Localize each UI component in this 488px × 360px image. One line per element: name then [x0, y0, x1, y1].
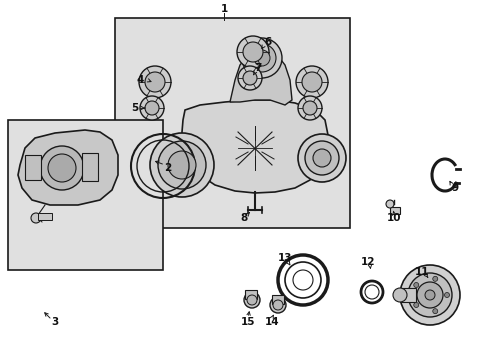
Circle shape — [413, 302, 418, 307]
Polygon shape — [229, 52, 291, 105]
Bar — [38, 213, 52, 220]
Bar — [8, 120, 163, 270]
Circle shape — [253, 50, 269, 66]
Circle shape — [243, 42, 263, 62]
Text: 15: 15 — [240, 317, 255, 327]
Circle shape — [145, 72, 164, 92]
Polygon shape — [18, 130, 118, 205]
Text: 9: 9 — [450, 183, 458, 193]
Circle shape — [413, 283, 418, 288]
Circle shape — [305, 141, 338, 175]
Circle shape — [247, 44, 275, 72]
Circle shape — [272, 300, 283, 310]
Circle shape — [168, 151, 196, 179]
Circle shape — [242, 38, 282, 78]
Circle shape — [139, 66, 171, 98]
Circle shape — [407, 273, 451, 317]
Circle shape — [385, 200, 393, 208]
Circle shape — [424, 290, 434, 300]
Circle shape — [31, 213, 41, 223]
Circle shape — [145, 101, 159, 115]
Circle shape — [140, 96, 163, 120]
Circle shape — [297, 96, 321, 120]
Bar — [389, 207, 399, 214]
Circle shape — [432, 309, 437, 314]
Circle shape — [297, 134, 346, 182]
Text: 2: 2 — [164, 163, 171, 173]
Circle shape — [312, 149, 330, 167]
Text: 13: 13 — [277, 253, 292, 263]
Text: 5: 5 — [131, 103, 138, 113]
Text: 1: 1 — [220, 4, 227, 14]
Circle shape — [432, 276, 437, 281]
Bar — [82, 153, 98, 181]
Bar — [244, 290, 257, 299]
Circle shape — [444, 292, 448, 297]
Circle shape — [295, 66, 327, 98]
Circle shape — [303, 101, 316, 115]
Circle shape — [238, 66, 262, 90]
Polygon shape — [182, 100, 327, 193]
Circle shape — [399, 265, 459, 325]
Text: 4: 4 — [136, 75, 143, 85]
Circle shape — [416, 282, 442, 308]
Circle shape — [243, 71, 257, 85]
Text: 14: 14 — [264, 317, 279, 327]
Circle shape — [40, 146, 84, 190]
Text: 11: 11 — [414, 267, 428, 277]
Circle shape — [302, 72, 321, 92]
Text: 7: 7 — [254, 63, 261, 73]
Bar — [115, 18, 349, 228]
Text: 6: 6 — [264, 37, 271, 47]
Circle shape — [48, 154, 76, 182]
Text: 12: 12 — [360, 257, 374, 267]
Text: 8: 8 — [240, 213, 247, 223]
Bar — [25, 155, 41, 180]
Circle shape — [244, 292, 260, 308]
Circle shape — [237, 36, 268, 68]
Bar — [271, 295, 284, 304]
Circle shape — [392, 288, 406, 302]
Circle shape — [150, 133, 214, 197]
Circle shape — [158, 141, 205, 189]
Circle shape — [269, 297, 285, 313]
Bar — [399, 288, 415, 302]
Text: 3: 3 — [51, 317, 59, 327]
Text: 10: 10 — [386, 213, 401, 223]
Circle shape — [246, 295, 257, 305]
